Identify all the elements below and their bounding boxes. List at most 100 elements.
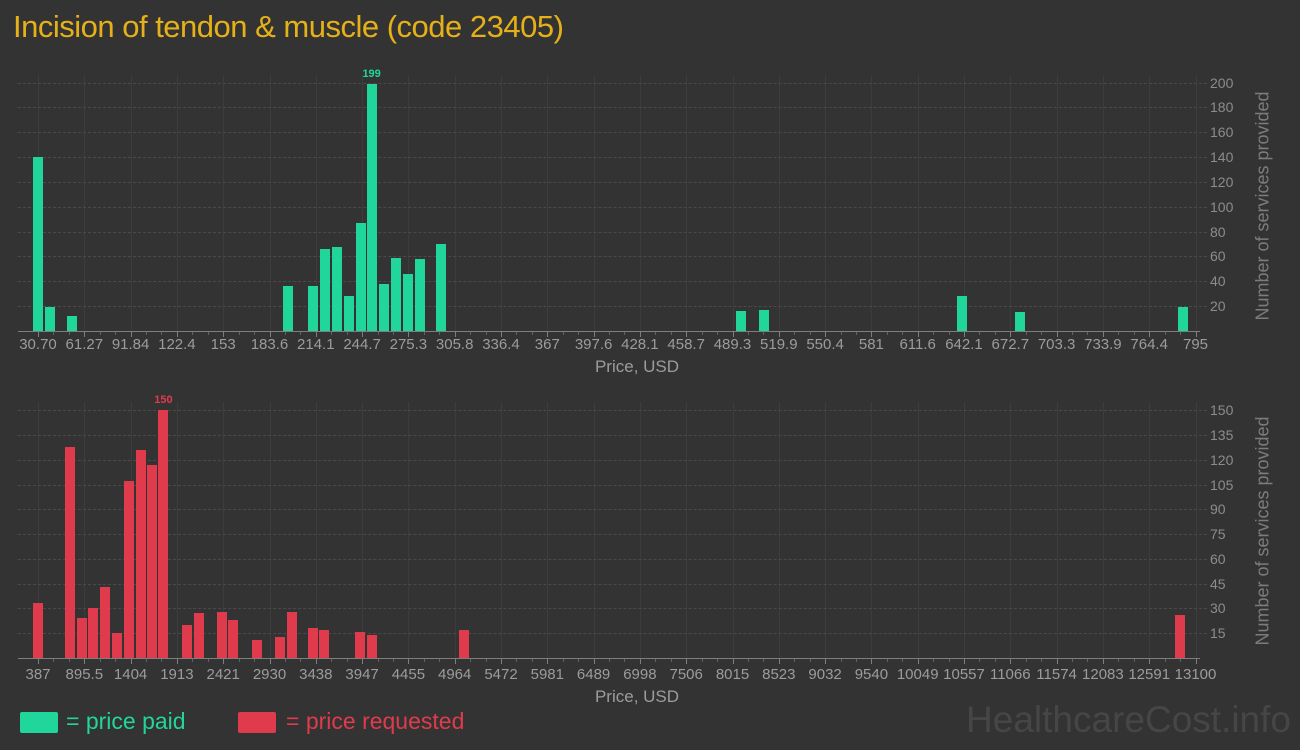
paid-bar[interactable] — [957, 296, 968, 331]
requested-bar[interactable] — [228, 620, 239, 658]
gridline-horizontal — [18, 558, 1207, 560]
x-tick-label: 4455 — [391, 666, 426, 683]
x-axis-minor-tick — [516, 332, 518, 335]
gridline-vertical — [547, 402, 549, 658]
x-axis-tick — [223, 332, 225, 337]
x-axis-minor-tick — [1164, 332, 1166, 335]
gridline-horizontal — [18, 306, 1207, 308]
gridline-vertical — [871, 75, 873, 331]
x-axis-minor-tick — [238, 332, 240, 335]
gridline-vertical — [639, 75, 641, 331]
requested-bar[interactable] — [123, 481, 134, 658]
paid-bar[interactable] — [390, 257, 401, 331]
paid-bar[interactable] — [436, 244, 447, 331]
gridline-horizontal — [18, 181, 1207, 183]
paid-bar[interactable] — [758, 309, 769, 331]
requested-bar[interactable] — [286, 611, 297, 658]
gridline-horizontal — [18, 459, 1207, 461]
x-axis-minor-tick — [1025, 332, 1027, 335]
requested-bar[interactable] — [1174, 615, 1185, 658]
price-requested-swatch — [238, 712, 276, 733]
paid-bar[interactable] — [415, 258, 426, 331]
requested-bar[interactable] — [147, 464, 158, 658]
paid-bar[interactable] — [378, 283, 389, 331]
paid-bar[interactable] — [283, 286, 294, 331]
y-tick-label: 120 — [1210, 451, 1234, 468]
requested-bar[interactable] — [181, 624, 192, 658]
requested-bar[interactable] — [158, 410, 169, 658]
requested-bar[interactable] — [354, 631, 365, 658]
x-axis-minor-tick — [300, 659, 302, 662]
x-axis-minor-tick — [1072, 332, 1074, 335]
x-axis-minor-tick — [655, 659, 657, 662]
paid-bar[interactable] — [356, 222, 367, 331]
paid-bar[interactable] — [1178, 307, 1189, 331]
requested-bar[interactable] — [88, 608, 99, 658]
gridline-vertical — [315, 402, 317, 658]
gridline-vertical — [871, 402, 873, 658]
x-tick-label: 244.7 — [343, 336, 381, 353]
gridline-vertical — [84, 75, 86, 331]
x-tick-label: 3947 — [345, 666, 379, 683]
x-axis-minor-tick — [886, 332, 888, 335]
paid-bar[interactable] — [331, 246, 342, 331]
price-paid-swatch — [20, 712, 58, 733]
x-axis-minor-tick — [331, 659, 333, 662]
x-axis-minor-tick — [763, 332, 765, 335]
gridline-vertical — [130, 75, 132, 331]
requested-bar[interactable] — [100, 586, 111, 658]
x-axis-minor-tick — [562, 332, 564, 335]
x-axis-minor-tick — [1087, 332, 1089, 335]
paid-bar[interactable] — [366, 83, 377, 331]
requested-bar[interactable] — [193, 613, 204, 658]
requested-bar[interactable] — [275, 636, 285, 658]
requested-bar[interactable] — [459, 629, 470, 658]
requested-bar[interactable] — [135, 449, 146, 658]
y-tick-label: 150 — [1210, 402, 1234, 419]
requested-bar[interactable] — [366, 634, 377, 658]
y-tick-label: 100 — [1210, 198, 1234, 215]
requested-bar[interactable] — [112, 633, 123, 658]
x-axis-tick — [454, 659, 456, 664]
gridline-horizontal — [18, 157, 1207, 159]
x-tick-label: 703.3 — [1037, 336, 1076, 353]
x-axis-minor-tick — [809, 659, 811, 662]
x-axis-minor-tick — [855, 659, 857, 662]
paid-bar[interactable] — [402, 273, 413, 331]
paid-bar[interactable] — [736, 311, 747, 331]
requested-bar[interactable] — [319, 629, 330, 658]
x-axis-minor-tick — [1164, 659, 1166, 662]
gridline-vertical — [269, 75, 271, 331]
x-axis-minor-tick — [161, 332, 163, 335]
paid-bar[interactable] — [66, 316, 77, 331]
x-axis-minor-tick — [146, 332, 148, 335]
x-axis-minor-tick — [53, 659, 55, 662]
requested-bar[interactable] — [64, 446, 75, 658]
paid-bar[interactable] — [33, 157, 44, 331]
x-axis-minor-tick — [794, 332, 796, 335]
paid-bar[interactable] — [45, 307, 56, 331]
x-axis-tick — [38, 332, 39, 337]
x-axis-tick — [454, 332, 456, 337]
gridline-vertical — [825, 75, 827, 331]
x-axis-tick — [547, 659, 549, 664]
paid-bar[interactable] — [1014, 312, 1025, 331]
x-tick-label: 519.9 — [760, 336, 798, 353]
requested-bar[interactable] — [33, 603, 44, 658]
x-tick-label: 1404 — [113, 666, 148, 683]
x-axis-minor-tick — [948, 332, 950, 335]
paid-bar[interactable] — [307, 286, 318, 331]
x-axis-minor-tick — [439, 332, 441, 335]
requested-bar[interactable] — [307, 628, 318, 658]
requested-bar[interactable] — [216, 611, 227, 658]
x-axis-title: Price, USD — [594, 357, 680, 376]
gridline-vertical — [315, 75, 317, 331]
x-axis-tick — [547, 332, 549, 337]
x-axis-minor-tick — [1118, 659, 1120, 662]
paid-bar[interactable] — [319, 249, 330, 331]
requested-bar[interactable] — [251, 639, 262, 658]
paid-bar[interactable] — [343, 296, 354, 331]
requested-bar[interactable] — [76, 618, 87, 658]
x-axis-tick — [1102, 659, 1104, 664]
